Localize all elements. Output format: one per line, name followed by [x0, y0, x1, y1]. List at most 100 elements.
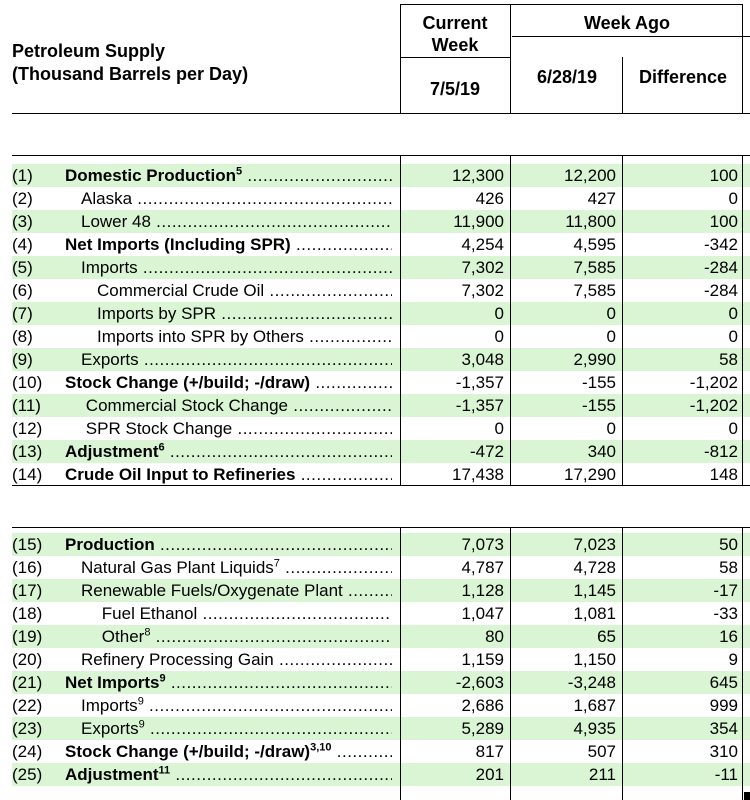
col-divider-2-s1 — [510, 155, 511, 486]
current-week-header: Current Week — [400, 12, 510, 56]
current-week-value: 7,302 — [461, 281, 504, 300]
row-label-text: Adjustment — [65, 765, 159, 784]
header-bottom-rule — [12, 113, 750, 114]
current-week-value: 201 — [475, 765, 504, 784]
row-label-text: Adjustment — [65, 442, 159, 461]
table-title-line1: Petroleum Supply — [12, 41, 166, 61]
difference-value: 310 — [709, 742, 738, 761]
row-number: (7) — [12, 304, 33, 323]
row-label-text: Domestic Production — [65, 166, 236, 185]
footnote-ref: 9 — [159, 673, 166, 685]
current-week-value: 7,302 — [461, 258, 504, 277]
row-label-text: Imports into SPR by Others — [97, 327, 304, 346]
difference-value: 58 — [719, 558, 738, 577]
table-row: (12) SPR Stock Change ...................… — [12, 417, 750, 440]
row-label: Crude Oil Input to Refineries ..........… — [65, 465, 392, 485]
current-week-value: 0 — [494, 304, 504, 323]
leader-dots: ........................................… — [347, 581, 392, 600]
week-ago-value: 4,935 — [573, 719, 616, 738]
row-number: (19) — [12, 627, 43, 646]
leader-dots: ........................................… — [143, 350, 392, 369]
difference-value: 148 — [709, 465, 738, 484]
leader-dots: ........................................… — [315, 373, 392, 392]
leader-dots: ........................................… — [169, 442, 392, 461]
table-row: (10) Stock Change (+/build; -/draw) .....… — [12, 371, 750, 394]
leader-dots: ........................................… — [285, 558, 392, 577]
footnote-ref: 11 — [158, 765, 171, 777]
week-ago-value: 0 — [606, 419, 616, 438]
table-row: (8) Imports into SPR by Others ..........… — [12, 325, 750, 348]
leader-dots: ........................................… — [269, 281, 392, 300]
current-week-value: 0 — [494, 327, 504, 346]
row-number: (3) — [12, 212, 33, 231]
row-label: Stock Change (+/build; -/draw) .........… — [65, 373, 392, 393]
current-week-value: 2,686 — [461, 696, 504, 715]
date-current: 7/5/19 — [429, 79, 481, 99]
row-label-text: Refinery Processing Gain — [81, 650, 274, 669]
week-ago-value: 4,595 — [573, 235, 616, 254]
footnote-ref: 9 — [138, 719, 145, 731]
current-week-value: -2,603 — [455, 673, 504, 692]
difference-value: -342 — [703, 235, 738, 254]
week-ago-value: 1,081 — [573, 604, 616, 623]
row-label-text: Imports — [81, 258, 138, 277]
row-label: Commercial Stock Change ................… — [86, 396, 392, 416]
leader-dots: ........................................… — [175, 765, 392, 784]
section2-top-rule — [12, 527, 750, 528]
current-week-value: 4,787 — [461, 558, 504, 577]
current-week-value: 17,438 — [452, 465, 504, 484]
row-label-text: Other — [101, 627, 145, 646]
row-label-text: Imports by SPR — [97, 304, 217, 323]
week-ago-value: 1,687 — [573, 696, 616, 715]
row-label-text: Production — [65, 535, 155, 554]
table-row: (9) Exports .............................… — [12, 348, 750, 371]
row-label: Adjustment6 ............................… — [65, 442, 392, 462]
difference-value: 58 — [719, 350, 738, 369]
row-label: Exports ................................… — [81, 350, 392, 370]
week-ago-header: Week Ago — [583, 13, 671, 33]
current-week-value: 1,159 — [461, 650, 504, 669]
difference-value: 354 — [709, 719, 738, 738]
table-row: (2) Alaska ..............................… — [12, 187, 750, 210]
leader-dots: ........................................… — [137, 189, 392, 208]
leader-dots: ........................................… — [293, 396, 392, 415]
row-number: (14) — [12, 465, 43, 484]
current-week-value: 4,254 — [461, 235, 504, 254]
row-number: (20) — [12, 650, 43, 669]
table-row: (3) Lower 48 ............................… — [12, 210, 750, 233]
current-week-value: 0 — [494, 419, 504, 438]
row-label-text: SPR Stock Change — [85, 419, 233, 438]
leader-dots: ........................................… — [247, 166, 392, 185]
week-ago-value: 427 — [587, 189, 616, 208]
current-week-value: 7,073 — [461, 535, 504, 554]
section1-bottom-rule — [12, 485, 750, 486]
row-number: (10) — [12, 373, 43, 392]
difference-value: -33 — [713, 604, 738, 623]
table-title-line2: (Thousand Barrels per Day) — [12, 64, 249, 84]
footnote-ref: 9 — [137, 696, 144, 708]
row-number: (4) — [12, 235, 33, 254]
row-number: (13) — [12, 442, 43, 461]
row-label: Commercial Crude Oil ...................… — [97, 281, 392, 301]
week-ago-value: -3,248 — [567, 673, 616, 692]
table-row: (18) Fuel Ethanol .......................… — [12, 602, 750, 625]
table-title: Petroleum Supply (Thousand Barrels per D… — [12, 40, 248, 86]
table-row: (11) Commercial Stock Change ............… — [12, 394, 750, 417]
difference-value: 16 — [719, 627, 738, 646]
row-label-text: Exports — [81, 350, 139, 369]
row-label: Renewable Fuels/Oxygenate Plant ........… — [81, 581, 392, 601]
week-ago-value: 507 — [587, 742, 616, 761]
leader-dots: ........................................… — [309, 327, 392, 346]
row-label-text: Lower 48 — [81, 212, 151, 231]
table-row: (15) Production .........................… — [12, 533, 750, 556]
table-row: (7) Imports by SPR ......................… — [12, 302, 750, 325]
row-number: (1) — [12, 166, 33, 185]
table-row: (17) Renewable Fuels/Oxygenate Plant ....… — [12, 579, 750, 602]
row-label-text: Commercial Stock Change — [85, 396, 288, 415]
row-number: (16) — [12, 558, 43, 577]
table-row: (1) Domestic Production5 ................… — [12, 164, 750, 187]
row-number: (8) — [12, 327, 33, 346]
difference-value: -11 — [714, 765, 738, 784]
week-ago-value: 0 — [606, 304, 616, 323]
row-label: Refinery Processing Gain ...............… — [81, 650, 392, 670]
